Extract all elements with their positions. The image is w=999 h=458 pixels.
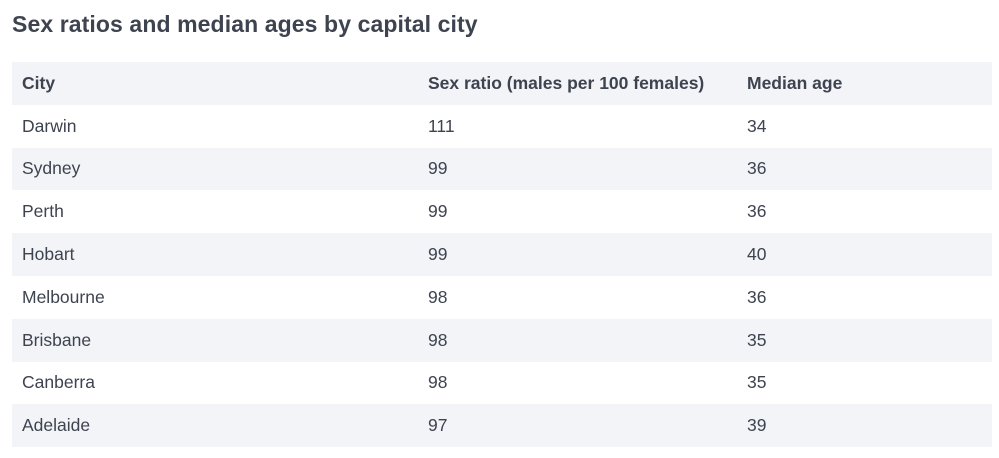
page-title: Sex ratios and median ages by capital ci… <box>12 11 478 37</box>
city-cell: Adelaide <box>22 415 91 436</box>
header-median-age: Median age <box>747 72 843 93</box>
table-row: Melbourne 98 36 <box>12 276 992 319</box>
city-cell: Darwin <box>22 115 77 136</box>
table-header-row: City Sex ratio (males per 100 females) M… <box>12 62 992 105</box>
sex-ratio-cell: 99 <box>428 244 448 265</box>
city-cell: Perth <box>22 201 64 222</box>
city-cell: Melbourne <box>22 286 105 307</box>
city-cell: Canberra <box>22 372 95 393</box>
table-row: Sydney 99 36 <box>12 147 992 191</box>
median-age-cell: 36 <box>747 158 767 179</box>
table-row: Perth 99 36 <box>12 190 992 233</box>
sex-ratio-cell: 99 <box>428 201 448 222</box>
city-cell: Brisbane <box>22 329 92 350</box>
median-age-cell: 40 <box>747 244 767 265</box>
sex-ratio-cell: 98 <box>428 329 448 350</box>
city-cell: Hobart <box>22 244 75 265</box>
sex-ratio-cell: 111 <box>428 115 455 136</box>
sex-ratio-cell: 98 <box>428 372 448 393</box>
header-sex-ratio: Sex ratio (males per 100 females) <box>428 72 705 93</box>
sex-ratio-cell: 99 <box>428 158 448 179</box>
median-age-cell: 35 <box>747 372 767 393</box>
table-row: Brisbane 98 35 <box>12 318 992 362</box>
sex-ratio-cell: 98 <box>428 286 448 307</box>
table-row: Canberra 98 35 <box>12 362 992 405</box>
data-table: City Sex ratio (males per 100 females) M… <box>12 62 992 448</box>
median-age-cell: 36 <box>747 286 767 307</box>
sex-ratio-cell: 97 <box>428 415 448 436</box>
median-age-cell: 34 <box>747 115 767 136</box>
table-row: Adelaide 97 39 <box>12 404 992 448</box>
table-row: Hobart 99 40 <box>12 233 992 276</box>
header-city: City <box>22 72 56 93</box>
table-row: Darwin 111 34 <box>12 105 992 148</box>
median-age-cell: 36 <box>747 201 767 222</box>
median-age-cell: 39 <box>747 415 767 436</box>
median-age-cell: 35 <box>747 329 767 350</box>
city-cell: Sydney <box>22 158 81 179</box>
